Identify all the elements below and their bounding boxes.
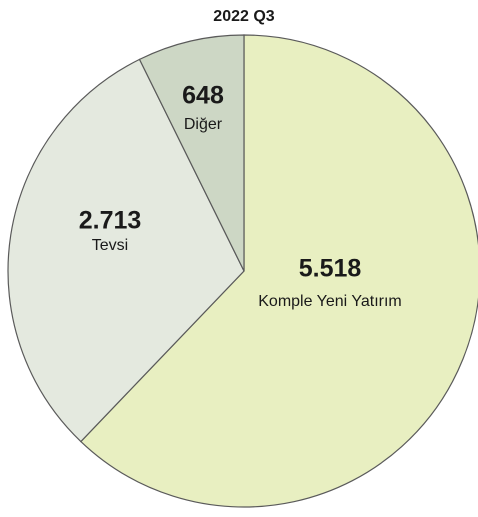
value-label: 5.518 <box>299 255 362 283</box>
slice-label: Tevsi <box>92 237 128 254</box>
slice-label: Diğer <box>184 116 223 133</box>
value-label: 2.713 <box>79 207 142 235</box>
pie-slice <box>138 34 245 272</box>
chart-title: 2022 Q3 <box>213 8 274 25</box>
value-label: 648 <box>182 82 224 110</box>
slice-label: Komple Yeni Yatırım <box>258 293 402 310</box>
pie-slice <box>80 34 478 508</box>
pie-slice <box>7 58 245 443</box>
